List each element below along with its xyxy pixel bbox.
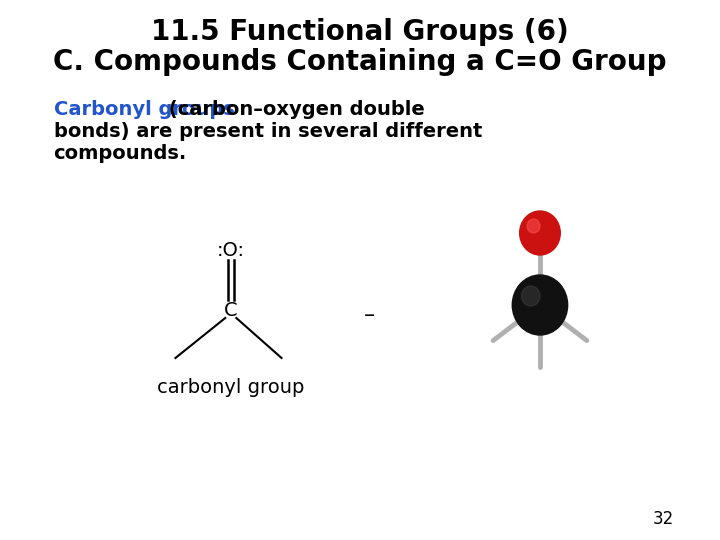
Text: Carbonyl groups: Carbonyl groups bbox=[53, 100, 234, 119]
Circle shape bbox=[521, 286, 540, 306]
Circle shape bbox=[520, 211, 560, 255]
Text: C: C bbox=[224, 300, 238, 320]
Text: –: – bbox=[364, 305, 375, 325]
Circle shape bbox=[527, 219, 540, 233]
Text: 32: 32 bbox=[652, 510, 674, 528]
Circle shape bbox=[513, 275, 567, 335]
Text: :O:: :O: bbox=[217, 240, 245, 260]
Text: (carbon–oxygen double: (carbon–oxygen double bbox=[161, 100, 424, 119]
Text: 11.5 Functional Groups (6): 11.5 Functional Groups (6) bbox=[151, 18, 569, 46]
Text: carbonyl group: carbonyl group bbox=[157, 378, 305, 397]
Text: C. Compounds Containing a C=O Group: C. Compounds Containing a C=O Group bbox=[53, 48, 667, 76]
Text: compounds.: compounds. bbox=[53, 144, 187, 163]
Text: bonds) are present in several different: bonds) are present in several different bbox=[53, 122, 482, 141]
